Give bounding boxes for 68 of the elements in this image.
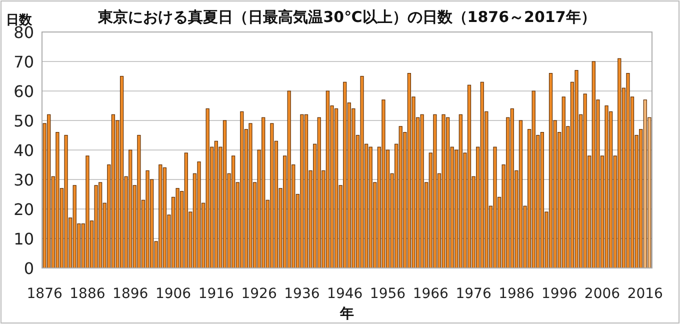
bar	[368, 146, 372, 268]
x-tick-label: 1986	[498, 286, 534, 302]
bar	[360, 76, 364, 268]
chart-title: 東京における真夏日（日最高気温30℃以上）の日数（1876～2017年）	[97, 8, 596, 26]
y-tick-label: 40	[14, 141, 34, 160]
bar	[146, 170, 150, 268]
bar	[317, 117, 321, 268]
bar	[86, 156, 90, 268]
bar	[442, 114, 446, 268]
y-tick-label: 70	[14, 52, 34, 72]
bar	[583, 94, 587, 268]
bar	[270, 123, 274, 268]
bar	[518, 120, 523, 268]
bar	[128, 150, 132, 268]
bar	[480, 82, 484, 268]
bar	[176, 188, 180, 268]
x-tick-label: 1916	[198, 286, 234, 302]
bar	[137, 134, 141, 268]
bar	[240, 111, 244, 268]
x-tick-label: 1966	[412, 286, 449, 302]
x-tick-label: 1976	[456, 286, 492, 302]
bar	[64, 134, 68, 268]
x-tick-label: 1936	[284, 286, 320, 302]
bar	[94, 185, 98, 268]
y-tick-label: 60	[14, 82, 34, 101]
bar	[334, 108, 338, 268]
y-tick-label: 10	[14, 230, 34, 248]
bar	[548, 73, 553, 268]
x-tick-label: 1996	[542, 286, 578, 302]
bar	[56, 132, 60, 268]
bar	[407, 73, 412, 268]
y-tick-label: 30	[14, 170, 34, 190]
x-tick-label: 1876	[26, 286, 62, 302]
bar	[120, 76, 124, 268]
bar	[222, 120, 227, 268]
bar	[304, 114, 308, 268]
bar	[433, 114, 437, 268]
bar	[206, 108, 210, 268]
bar	[111, 114, 116, 268]
bar	[493, 146, 497, 268]
bar	[158, 164, 162, 268]
bar	[532, 90, 536, 268]
x-tick-label: 2016	[627, 286, 664, 302]
bar	[287, 90, 291, 268]
bar	[197, 162, 201, 268]
y-tick-label: 0	[24, 259, 34, 278]
x-tick-label: 1926	[241, 286, 277, 302]
bar	[618, 58, 622, 268]
bar	[300, 114, 304, 268]
bar	[574, 70, 578, 268]
x-tick-label: 1956	[370, 286, 406, 302]
x-tick-label: 2006	[584, 286, 620, 302]
bar	[562, 96, 566, 268]
x-tick-label: 1906	[155, 286, 192, 302]
bar	[604, 105, 608, 268]
bar	[72, 185, 76, 268]
y-tick-label: 50	[14, 112, 34, 130]
y-tick-label: 20	[14, 200, 34, 219]
x-axis-title: 年	[339, 306, 354, 322]
bar	[248, 123, 252, 268]
bar	[626, 73, 630, 268]
x-tick-label: 1896	[112, 286, 148, 302]
bar	[398, 126, 402, 268]
x-tick-label: 1946	[327, 286, 363, 302]
bar	[420, 114, 424, 268]
x-tick-label: 1886	[70, 286, 106, 302]
bar	[467, 84, 472, 268]
bar	[382, 100, 386, 268]
